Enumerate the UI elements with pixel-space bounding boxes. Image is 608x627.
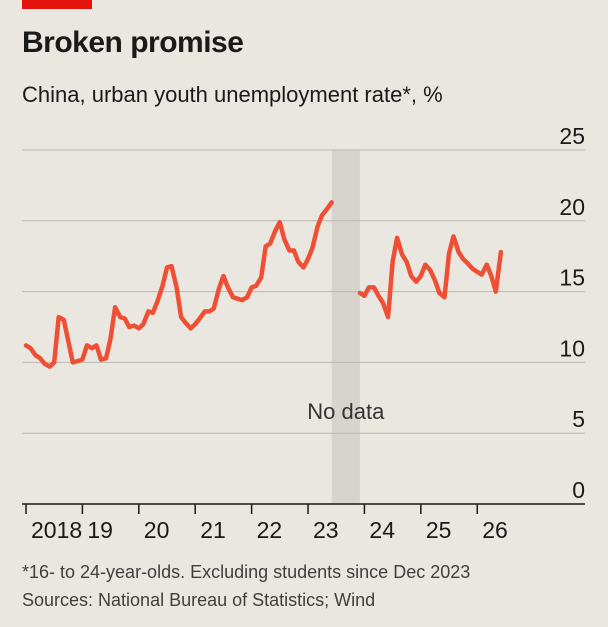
no-data-band-layer bbox=[331, 150, 360, 504]
x-tick-label: 26 bbox=[482, 517, 508, 543]
x-tick-label: 25 bbox=[426, 517, 452, 543]
y-tick-label: 15 bbox=[559, 265, 585, 291]
no-data-band bbox=[331, 150, 360, 504]
series-line-segment bbox=[23, 200, 334, 369]
annotations: No data bbox=[307, 399, 385, 424]
x-axis: 2018 19 20 21 22 23 24 25 26 bbox=[22, 503, 585, 543]
chart-title: Broken promise bbox=[22, 26, 244, 59]
y-tick-label: 20 bbox=[559, 194, 585, 220]
accent-bar bbox=[22, 0, 92, 9]
x-tick-label: 2018 bbox=[31, 517, 82, 543]
x-tick-label: 19 bbox=[87, 517, 113, 543]
y-tick-label: 25 bbox=[559, 123, 585, 149]
y-tick-label: 10 bbox=[559, 335, 585, 361]
gridlines bbox=[22, 149, 585, 434]
x-tick-label: 21 bbox=[200, 517, 226, 543]
x-tick-label: 24 bbox=[369, 517, 395, 543]
y-tick-label: 0 bbox=[572, 477, 585, 503]
footnote: *16- to 24-year-olds. Excluding students… bbox=[22, 562, 471, 582]
x-tick-label: 22 bbox=[257, 517, 283, 543]
y-axis-ticks: 0 5 10 15 20 25 bbox=[559, 123, 585, 503]
x-tick-label: 23 bbox=[313, 517, 339, 543]
y-tick-label: 5 bbox=[572, 406, 585, 432]
source-note: Sources: National Bureau of Statistics; … bbox=[22, 590, 376, 610]
series-lines bbox=[23, 200, 504, 369]
series-line-segment bbox=[357, 234, 504, 320]
line-chart: 0 5 10 15 20 25 2018 19 20 21 22 23 24 25 26 No data bbox=[22, 123, 585, 543]
x-tick-label: 20 bbox=[144, 517, 170, 543]
no-data-label: No data bbox=[307, 399, 385, 424]
chart-subtitle: China, urban youth unemployment rate*, % bbox=[22, 82, 443, 107]
